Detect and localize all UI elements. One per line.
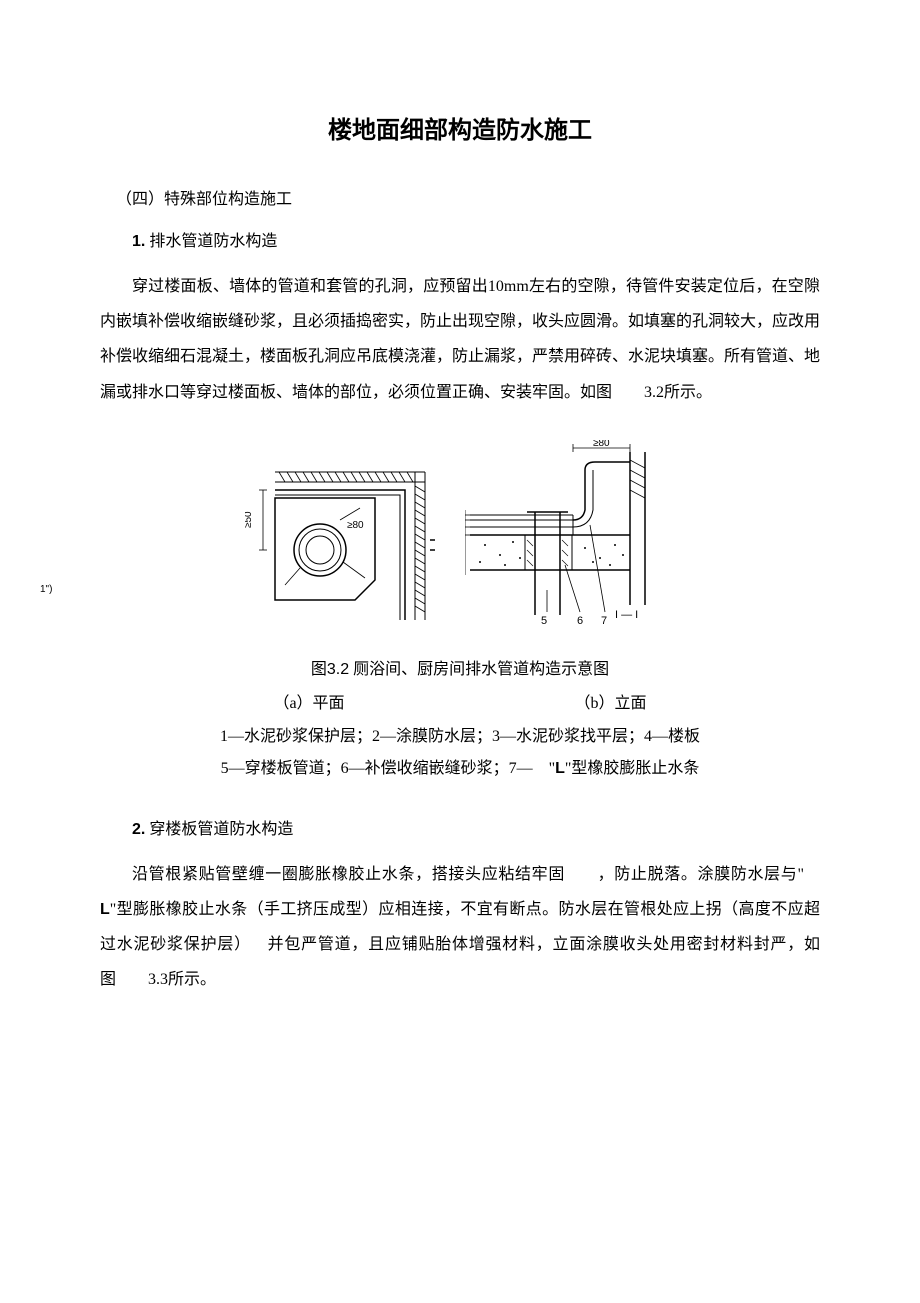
figure-row: 1") — [100, 440, 820, 630]
subsection-1-heading: 1. 排水管道防水构造 — [100, 227, 820, 251]
leader-7: 7 — [601, 615, 607, 627]
subsection-2-number: 2. — [132, 821, 145, 838]
section-heading: （四）特殊部位构造施工 — [100, 185, 820, 209]
figure-caption: 图3.2 厕浴间、厨房间排水管道构造示意图 — [100, 655, 820, 679]
leader-5: 5 — [541, 615, 547, 627]
section-diagram: ≥80 — [465, 440, 675, 630]
dim-ge80-section: ≥80 — [593, 440, 610, 449]
figure-side-note: 1") — [40, 584, 52, 595]
caption-number: 3.2 — [327, 661, 349, 678]
subsection-1-paragraph: 穿过楼面板、墙体的管道和套管的孔洞，应预留出10mm左右的空隙，待管件安装定位后… — [100, 269, 820, 410]
section-mark: I — I — [615, 609, 638, 621]
subfig-a-label: （a）平面 — [273, 689, 344, 713]
caption-text: 厕浴间、厨房间排水管道构造示意图 — [353, 661, 609, 678]
page-title: 楼地面细部构造防水施工 — [100, 110, 820, 145]
subsection-1-title: 排水管道防水构造 — [149, 233, 277, 250]
figure-legend: 1—水泥砂浆保护层；2—涂膜防水层；3—水泥砂浆找平层；4—楼板 5—穿楼板管道… — [100, 721, 820, 785]
subsection-1-number: 1. — [132, 233, 145, 250]
subfigure-labels: （a）平面 （b）立面 — [100, 689, 820, 713]
plan-diagram: ≥50 ≥80 — [245, 450, 435, 630]
dim-ge80-plan: ≥80 — [347, 520, 364, 531]
figure-3-2: 1") — [100, 440, 820, 785]
leader-6: 6 — [577, 615, 583, 627]
subfig-b-label: （b）立面 — [575, 689, 647, 713]
document-page: 楼地面细部构造防水施工 （四）特殊部位构造施工 1. 排水管道防水构造 穿过楼面… — [0, 0, 920, 1303]
subsection-2-heading: 2. 穿楼板管道防水构造 — [100, 815, 820, 839]
caption-prefix: 图 — [311, 661, 327, 678]
subsection-2-paragraph: 沿管根紧贴管壁缠一圈膨胀橡胶止水条，搭接头应粘结牢固 ，防止脱落。涂膜防水层与"… — [100, 857, 820, 998]
legend-line-1: 1—水泥砂浆保护层；2—涂膜防水层；3—水泥砂浆找平层；4—楼板 — [100, 721, 820, 753]
subsection-2-title: 穿楼板管道防水构造 — [149, 821, 293, 838]
legend-line-2: 5—穿楼板管道；6—补偿收缩嵌缝砂浆；7— "L"型橡胶膨胀止水条 — [100, 753, 820, 785]
dim-ge50: ≥50 — [245, 511, 254, 528]
